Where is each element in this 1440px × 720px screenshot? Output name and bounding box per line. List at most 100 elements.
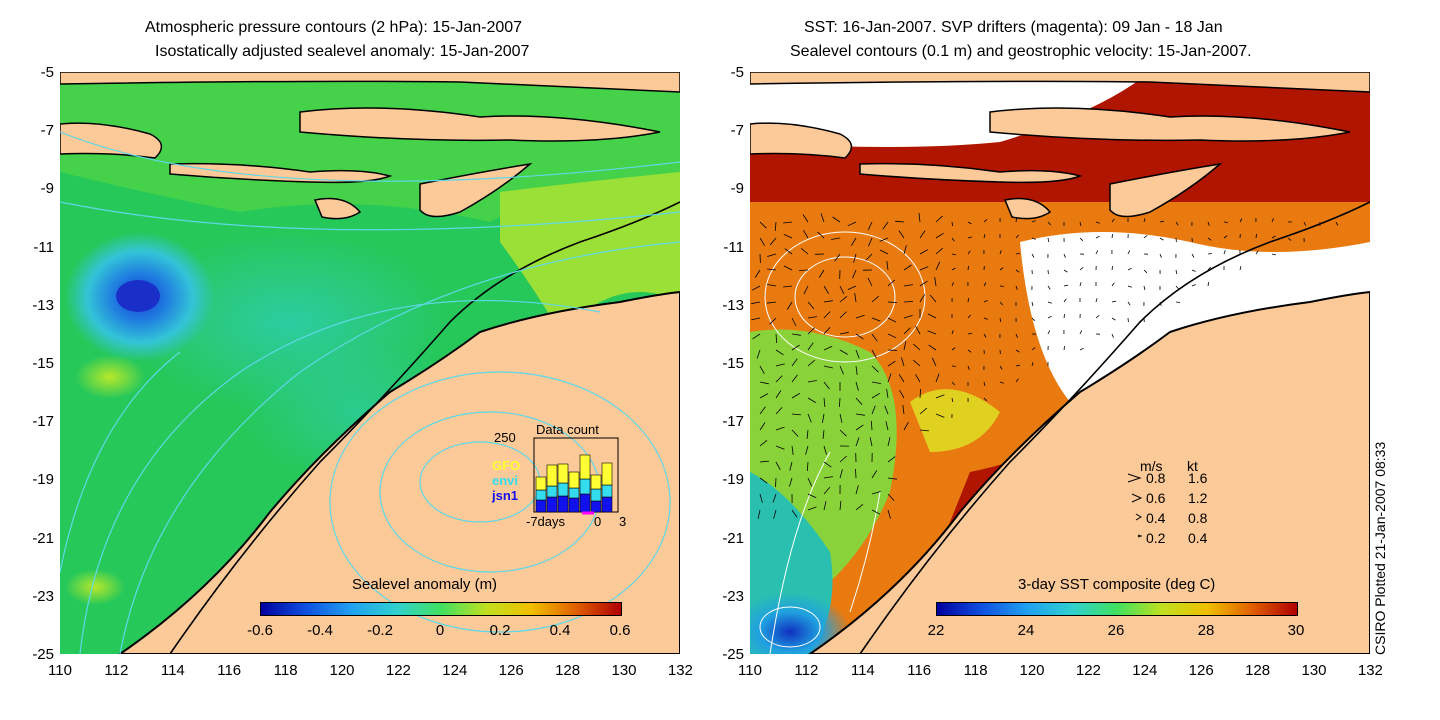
- velocity-arrow: [1111, 218, 1115, 223]
- velocity-arrow: [847, 285, 857, 290]
- velocity-arrow: [1031, 220, 1036, 223]
- velocity-arrow: [934, 277, 937, 287]
- velocity-arrow: [807, 477, 813, 487]
- sumba-island: [313, 197, 362, 220]
- velocity-arrow: [894, 220, 905, 223]
- velocity-arrow: [751, 285, 761, 291]
- velocity-arrow: [791, 333, 801, 336]
- velocity-arrow: [839, 349, 848, 355]
- y-tick-label: -13: [722, 296, 744, 314]
- velocity-arrow: [903, 315, 913, 319]
- data-count-bar: [557, 482, 569, 497]
- velocity-arrow: [783, 285, 793, 288]
- speed-legend-ms: 0.2: [1146, 530, 1166, 546]
- x-tick-label: 126: [498, 662, 524, 679]
- velocity-arrow: [759, 221, 767, 229]
- velocity-arrow: [999, 365, 1003, 370]
- velocity-arrow: [823, 486, 831, 495]
- velocity-arrow: [1079, 221, 1082, 226]
- y-tick-label: -13: [32, 296, 54, 314]
- velocity-arrow: [1063, 298, 1067, 303]
- y-tick-label: -11: [723, 238, 744, 256]
- velocity-arrow: [759, 477, 768, 484]
- timor-island: [419, 162, 533, 218]
- x-tick-label: 124: [442, 662, 468, 679]
- yellow-sst-zone: [910, 389, 1000, 452]
- velocity-arrow: [983, 219, 988, 223]
- y-tick-label: -17: [722, 413, 744, 431]
- x-tick-label: 120: [329, 662, 355, 679]
- velocity-arrow: [832, 216, 841, 223]
- velocity-arrow: [800, 247, 809, 255]
- cloud-mask-north: [750, 72, 1150, 147]
- velocity-arrow: [853, 253, 857, 263]
- velocity-arrow: [919, 266, 929, 271]
- velocity-arrow: [839, 295, 848, 303]
- velocity-arrow: [915, 374, 921, 383]
- colorbar-tick-label: 26: [1107, 622, 1125, 639]
- velocity-arrow: [759, 460, 770, 463]
- velocity-arrow: [807, 506, 817, 511]
- velocity-arrow: [887, 279, 895, 287]
- east-yellowgreen-zone: [500, 172, 680, 332]
- velocity-arrow: [823, 365, 833, 369]
- velocity-arrow: [775, 333, 778, 344]
- velocity-arrow: [919, 230, 926, 239]
- velocity-arrow: [759, 393, 769, 399]
- velocity-arrow: [855, 365, 858, 375]
- velocity-arrow: [929, 294, 937, 303]
- velocity-arrow: [803, 285, 809, 295]
- velocity-arrow: [772, 493, 777, 503]
- x-tick-label: 130: [1301, 662, 1327, 679]
- velocity-arrow: [1335, 221, 1339, 226]
- velocity-arrow: [798, 269, 809, 271]
- velocity-arrow: [759, 381, 769, 385]
- velocity-arrow: [983, 234, 986, 239]
- velocity-arrow: [983, 300, 988, 303]
- shelf-break-line: [169, 201, 680, 654]
- data-count-ymax: 250: [494, 430, 516, 445]
- velocity-arrow: [807, 493, 817, 499]
- data-count-bar: [546, 485, 558, 498]
- velocity-arrow: [913, 343, 921, 351]
- velocity-arrow: [903, 301, 914, 303]
- sst-svg: [750, 72, 1370, 654]
- series-envi-label: envi: [492, 473, 519, 488]
- velocity-arrow: [1031, 362, 1034, 367]
- data-count-xlabel-right: 3: [619, 514, 627, 529]
- velocity-arrow: [839, 413, 843, 423]
- speed-legend-kt: 1.6: [1188, 470, 1208, 486]
- velocity-arrow: [806, 429, 809, 439]
- data-count-bar: [579, 493, 591, 513]
- velocity-arrow: [1031, 347, 1036, 351]
- velocity-arrow: [769, 317, 777, 325]
- velocity-arrow: [834, 253, 841, 262]
- velocity-arrow: [1015, 364, 1020, 367]
- velocity-arrow: [983, 282, 987, 287]
- velocity-arrow: [1287, 237, 1292, 241]
- velocity-arrow: [886, 261, 889, 271]
- velocity-arrow: [1175, 285, 1179, 290]
- y-tick-label: -19: [722, 471, 744, 489]
- velocity-arrow: [871, 381, 881, 384]
- velocity-arrow: [839, 311, 847, 319]
- velocity-arrow: [831, 237, 841, 240]
- x-tick-label: 126: [1188, 662, 1214, 679]
- velocity-arrow: [1079, 282, 1082, 287]
- sealevel-anomaly-svg: [60, 72, 680, 654]
- velocity-arrow: [1239, 218, 1243, 223]
- velocity-arrow: [806, 461, 809, 472]
- velocity-arrow: [912, 359, 921, 367]
- velocity-arrow: [871, 393, 880, 399]
- x-tick-label: 110: [48, 662, 72, 679]
- sumba-island: [1003, 197, 1052, 220]
- credit-text: CSIRO Plotted 21-Jan-2007 08:33: [1372, 441, 1388, 655]
- velocity-arrow: [1063, 313, 1065, 319]
- velocity-arrow: [1015, 269, 1020, 273]
- velocity-arrow: [759, 237, 766, 246]
- speed-legend-kt: 0.8: [1188, 510, 1208, 526]
- velocity-arrow: [967, 333, 973, 335]
- velocity-arrow: [1079, 237, 1084, 242]
- velocity-arrow: [903, 422, 909, 431]
- velocity-arrow: [951, 282, 954, 287]
